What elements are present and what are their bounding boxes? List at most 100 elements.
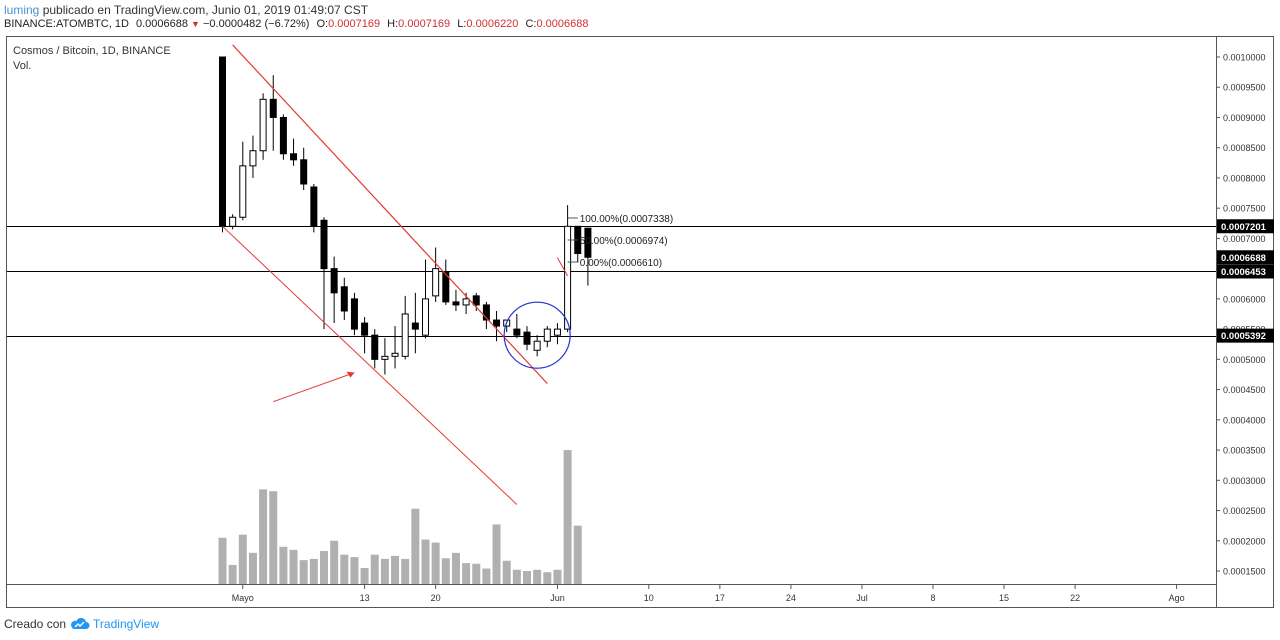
candle-down bbox=[493, 319, 501, 327]
volume-bar bbox=[320, 551, 328, 584]
last-price-tag: 0.0006688 bbox=[1221, 253, 1266, 264]
price-tick-label: 0.0003500 bbox=[1223, 446, 1266, 456]
price-tick-label: 0.0001500 bbox=[1223, 567, 1266, 577]
volume-bar bbox=[309, 558, 318, 584]
price-tick-label: 0.0008000 bbox=[1223, 173, 1266, 183]
volume-bar bbox=[228, 564, 237, 584]
candle-up bbox=[533, 340, 541, 351]
chart-frame[interactable] bbox=[6, 36, 1274, 608]
volume-bar bbox=[523, 571, 531, 584]
price-tick-label: 0.0009000 bbox=[1223, 113, 1266, 123]
price-tick-label: 0.0006000 bbox=[1223, 294, 1266, 304]
volume-bar bbox=[340, 554, 349, 584]
volume-bar bbox=[431, 542, 440, 584]
candle-up bbox=[422, 298, 429, 336]
level-price-tag: 0.0006453 bbox=[1221, 267, 1266, 278]
volume-bar bbox=[441, 558, 450, 584]
candle-down bbox=[310, 186, 318, 227]
volume-bar bbox=[482, 568, 491, 584]
volume-bar bbox=[451, 552, 460, 584]
time-tick-label: 15 bbox=[999, 593, 1009, 603]
level-price-tag: 0.0005392 bbox=[1221, 331, 1266, 342]
time-tick-label: 20 bbox=[431, 593, 441, 603]
time-axis[interactable]: Mayo 13 20 Jun 10 17 24 Jul 8 15 22 Ago bbox=[7, 584, 1216, 604]
volume-bar bbox=[360, 567, 369, 584]
price-tick-label: 0.0010000 bbox=[1223, 53, 1266, 63]
price-tick-label: 0.0007000 bbox=[1223, 234, 1266, 244]
level-price-tag-bg bbox=[1217, 328, 1274, 343]
volume-bar bbox=[512, 569, 521, 584]
candle-up bbox=[229, 216, 237, 227]
time-tick-label: Jun bbox=[550, 593, 565, 603]
created-with-label: Creado con bbox=[4, 617, 67, 631]
candle-down bbox=[411, 322, 419, 330]
descending-trendline-upper bbox=[232, 44, 548, 384]
candle-down bbox=[300, 159, 308, 185]
candle-down bbox=[442, 271, 450, 303]
candle-down bbox=[452, 301, 460, 306]
price-tick-label: 0.0004000 bbox=[1223, 415, 1266, 425]
open-label: O: bbox=[316, 18, 329, 30]
time-tick-label: Ago bbox=[1169, 593, 1185, 603]
fib-level-label: 50.00%(0.0006974) bbox=[580, 236, 668, 247]
volume-bar bbox=[350, 557, 359, 584]
candle-down bbox=[523, 331, 531, 345]
volume-bar bbox=[563, 450, 572, 584]
cloud-icon bbox=[71, 618, 90, 629]
volume-bar bbox=[289, 549, 298, 584]
candle-down bbox=[269, 98, 277, 118]
candle-down bbox=[472, 295, 480, 306]
volume-bar bbox=[330, 540, 339, 584]
price-tick-label: 0.0003000 bbox=[1223, 476, 1266, 486]
candle-up bbox=[249, 150, 257, 167]
candlesticks bbox=[219, 56, 592, 375]
volume-bar bbox=[259, 489, 268, 584]
horizontal-levels[interactable] bbox=[7, 226, 1216, 337]
volume-bar bbox=[401, 558, 410, 584]
volume-bar bbox=[472, 563, 481, 584]
candle-down bbox=[279, 116, 287, 155]
volume-bar bbox=[370, 554, 379, 584]
tradingview-logo[interactable]: TradingView bbox=[70, 617, 159, 631]
symbol-info-bar: BINANCE:ATOMBTC, 1D 0.0006688 ▼ −0.00004… bbox=[4, 18, 588, 30]
volume-bars bbox=[218, 450, 582, 584]
volume-bar bbox=[421, 539, 430, 584]
drawings[interactable] bbox=[222, 44, 571, 505]
candle-down bbox=[371, 334, 379, 360]
price-tick-label: 0.0004500 bbox=[1223, 385, 1266, 395]
candle-up bbox=[381, 355, 389, 360]
volume-bar bbox=[411, 508, 420, 584]
candle-down bbox=[513, 328, 521, 336]
short-trend-segment bbox=[557, 257, 569, 277]
candle-down bbox=[350, 298, 358, 330]
last-price-tag-bg bbox=[1217, 250, 1274, 265]
price-tick-label: 0.0005000 bbox=[1223, 355, 1266, 365]
price-axis[interactable]: 0.0010000 0.0009500 0.0009000 0.0008500 0.00… bbox=[1216, 37, 1274, 607]
author-name[interactable]: luming bbox=[4, 3, 40, 17]
candle-up bbox=[432, 268, 440, 297]
price-tick-label: 0.0009500 bbox=[1223, 83, 1266, 93]
candle-up bbox=[543, 328, 551, 342]
candle-down bbox=[584, 227, 592, 258]
breakout-circle bbox=[503, 301, 571, 369]
volume-bar bbox=[299, 560, 308, 584]
fibonacci-retracement[interactable]: 100.00%(0.0007338) 50.00%(0.0006974) 0.00%… bbox=[567, 214, 674, 269]
candle-down bbox=[290, 153, 298, 161]
change-down-icon: ▼ bbox=[191, 19, 200, 29]
level-price-tag-bg bbox=[1217, 264, 1274, 279]
volume-bar bbox=[279, 546, 288, 584]
volume-label: Vol. bbox=[13, 60, 32, 72]
level-price-tag: 0.0007201 bbox=[1221, 222, 1267, 233]
price-tick-label: 0.0007500 bbox=[1223, 204, 1266, 214]
volume-bar bbox=[391, 555, 400, 584]
candle-up bbox=[239, 165, 247, 218]
candle-down bbox=[482, 304, 490, 321]
price-tick-label: 0.0002000 bbox=[1223, 536, 1266, 546]
candle-up bbox=[564, 225, 572, 330]
volume-bar bbox=[492, 524, 501, 584]
candle-down bbox=[320, 219, 328, 270]
close-label: C: bbox=[525, 18, 537, 30]
last-price: 0.0006688 bbox=[135, 18, 188, 30]
volume-bar bbox=[238, 534, 247, 584]
